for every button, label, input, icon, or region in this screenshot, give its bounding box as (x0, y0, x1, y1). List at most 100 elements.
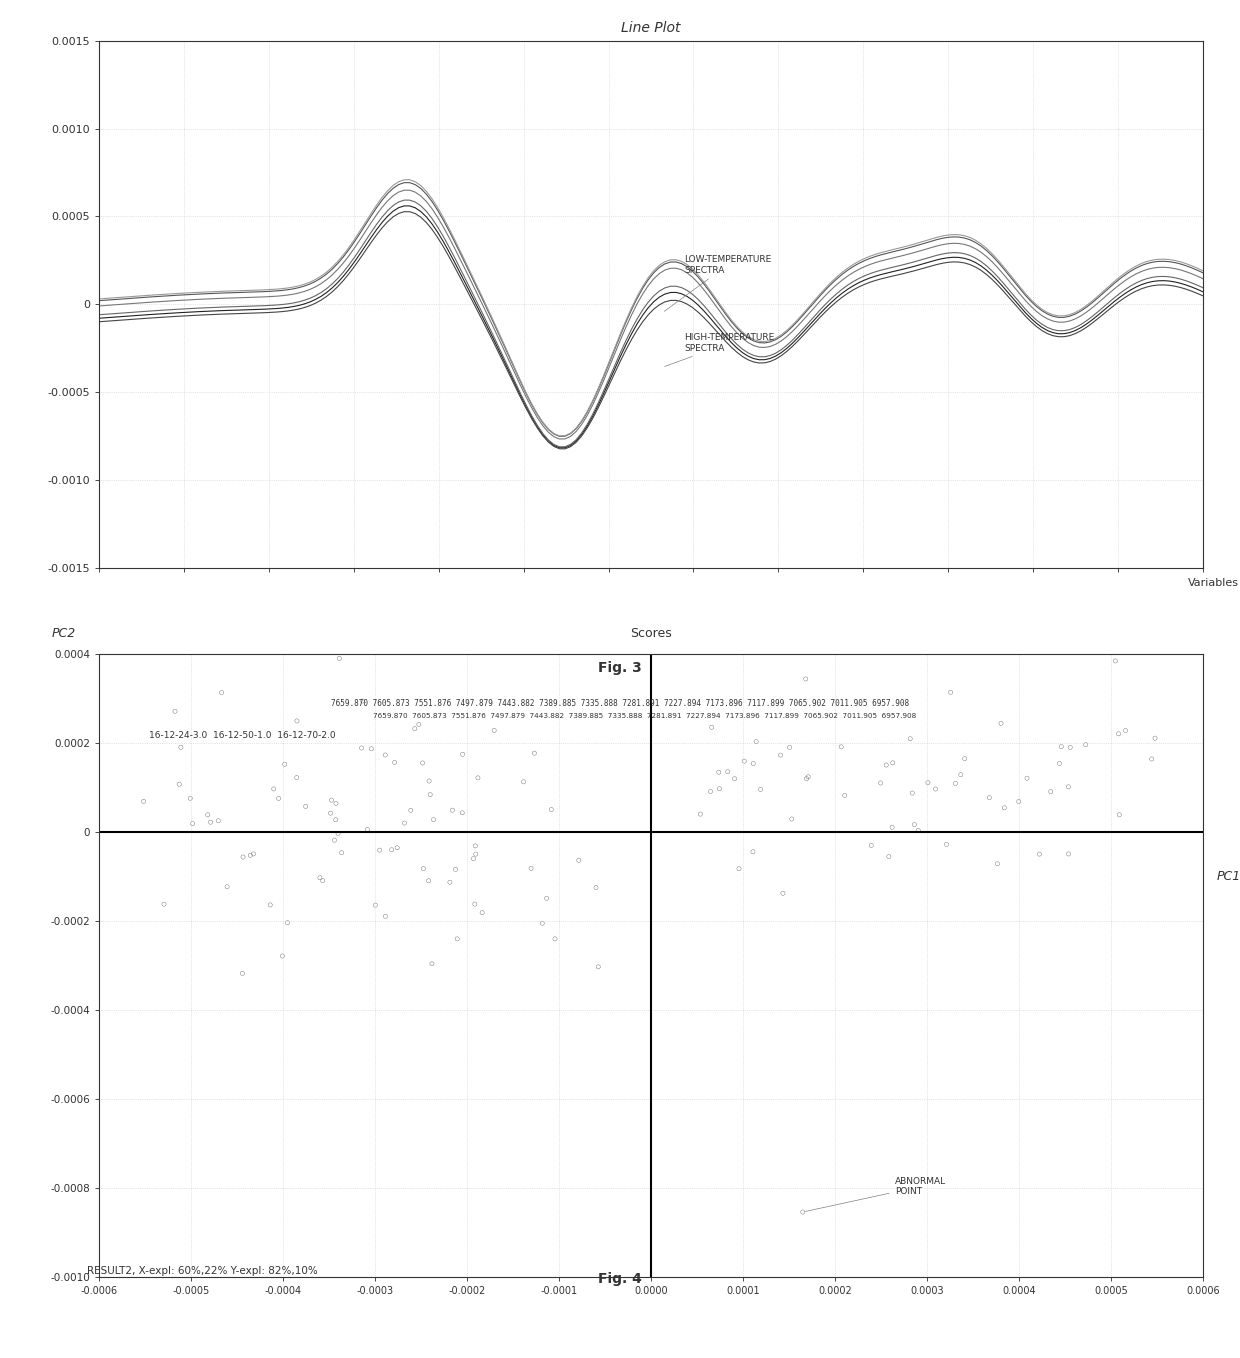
Point (918, 771, 937, 793)
Point (361, 737, 381, 759)
Point (709, 762, 729, 784)
Point (485, 720, 505, 741)
Point (465, 894, 485, 915)
Point (422, 953, 441, 975)
Point (453, 803, 472, 824)
Point (718, 760, 738, 782)
X-axis label: Variables: Variables (1188, 579, 1239, 588)
Point (134, 790, 154, 812)
Point (987, 853, 1007, 875)
Point (1049, 752, 1069, 774)
Point (525, 743, 544, 765)
Point (382, 839, 402, 861)
Point (951, 763, 971, 785)
Point (521, 857, 541, 879)
Point (440, 872, 460, 894)
Point (701, 781, 720, 803)
Point (278, 911, 298, 933)
Point (321, 789, 341, 811)
Point (243, 843, 263, 865)
Point (862, 835, 882, 857)
Point (420, 784, 440, 805)
Point (882, 816, 901, 838)
Point (980, 786, 999, 808)
Point (329, 823, 348, 845)
Point (232, 963, 252, 985)
Point (466, 843, 486, 865)
Point (273, 945, 293, 967)
Point (883, 752, 903, 774)
Point (780, 736, 800, 758)
Point (312, 869, 332, 891)
Point (782, 808, 802, 830)
Text: Scores: Scores (630, 627, 672, 641)
Point (321, 803, 341, 824)
Point (269, 788, 289, 809)
Text: ABNORMAL
POINT: ABNORMAL POINT (806, 1177, 946, 1211)
Point (286, 767, 306, 789)
Text: LOW-TEMPERATURE
SPECTRA: LOW-TEMPERATURE SPECTRA (665, 255, 771, 311)
Point (587, 877, 606, 899)
Point (734, 751, 754, 773)
Point (165, 701, 185, 722)
Point (419, 770, 439, 792)
Title: Line Plot: Line Plot (621, 22, 681, 35)
Point (1109, 722, 1128, 744)
Point (464, 847, 484, 869)
Point (702, 717, 722, 739)
Point (212, 682, 232, 703)
Point (773, 883, 792, 904)
Point (326, 793, 346, 815)
Point (241, 845, 260, 866)
Point (465, 835, 485, 857)
Point (182, 813, 202, 835)
Point (170, 773, 190, 794)
Point (743, 841, 763, 862)
Point (260, 894, 280, 915)
Point (941, 682, 961, 703)
Point (537, 887, 557, 909)
Point (424, 809, 444, 831)
Point (955, 748, 975, 770)
Point (370, 839, 389, 861)
Text: Fig. 3: Fig. 3 (598, 661, 642, 675)
Point (799, 766, 818, 788)
Point (908, 819, 928, 841)
Point (352, 690, 372, 712)
Point (904, 813, 924, 835)
Text: 7659.870 7605.873 7551.876 7497.879 7443.882 7389.885 7335.888 7281.891 7227.894: 7659.870 7605.873 7551.876 7497.879 7443… (331, 699, 909, 709)
Point (448, 928, 467, 949)
Point (831, 736, 851, 758)
Point (877, 754, 897, 775)
Point (796, 668, 816, 690)
Point (1029, 843, 1049, 865)
Point (991, 713, 1011, 735)
Point (946, 773, 966, 794)
Point (208, 809, 228, 831)
Point (1076, 733, 1096, 755)
Point (394, 812, 414, 834)
Point (743, 752, 763, 774)
Point (376, 744, 396, 766)
Text: PC1: PC1 (1216, 869, 1240, 883)
Text: 16-12-24-3.0  16-12-50-1.0  16-12-70-2.0: 16-12-24-3.0 16-12-50-1.0 16-12-70-2.0 (149, 731, 336, 740)
Point (467, 767, 487, 789)
Point (1059, 843, 1079, 865)
Point (384, 751, 404, 773)
Point (1145, 728, 1164, 750)
Point (443, 800, 463, 822)
Point (1040, 781, 1060, 803)
Point (532, 913, 552, 934)
Point (366, 895, 386, 917)
Point (275, 754, 295, 775)
Point (900, 728, 920, 750)
Point (1105, 650, 1125, 672)
Point (546, 928, 565, 949)
Text: PC2: PC2 (52, 627, 76, 641)
Point (453, 743, 472, 765)
Text: HIGH-TEMPERATURE
SPECTRA: HIGH-TEMPERATURE SPECTRA (665, 333, 774, 367)
Point (732, 621, 751, 642)
Point (1059, 775, 1079, 797)
Point (709, 778, 729, 800)
Point (1052, 736, 1071, 758)
